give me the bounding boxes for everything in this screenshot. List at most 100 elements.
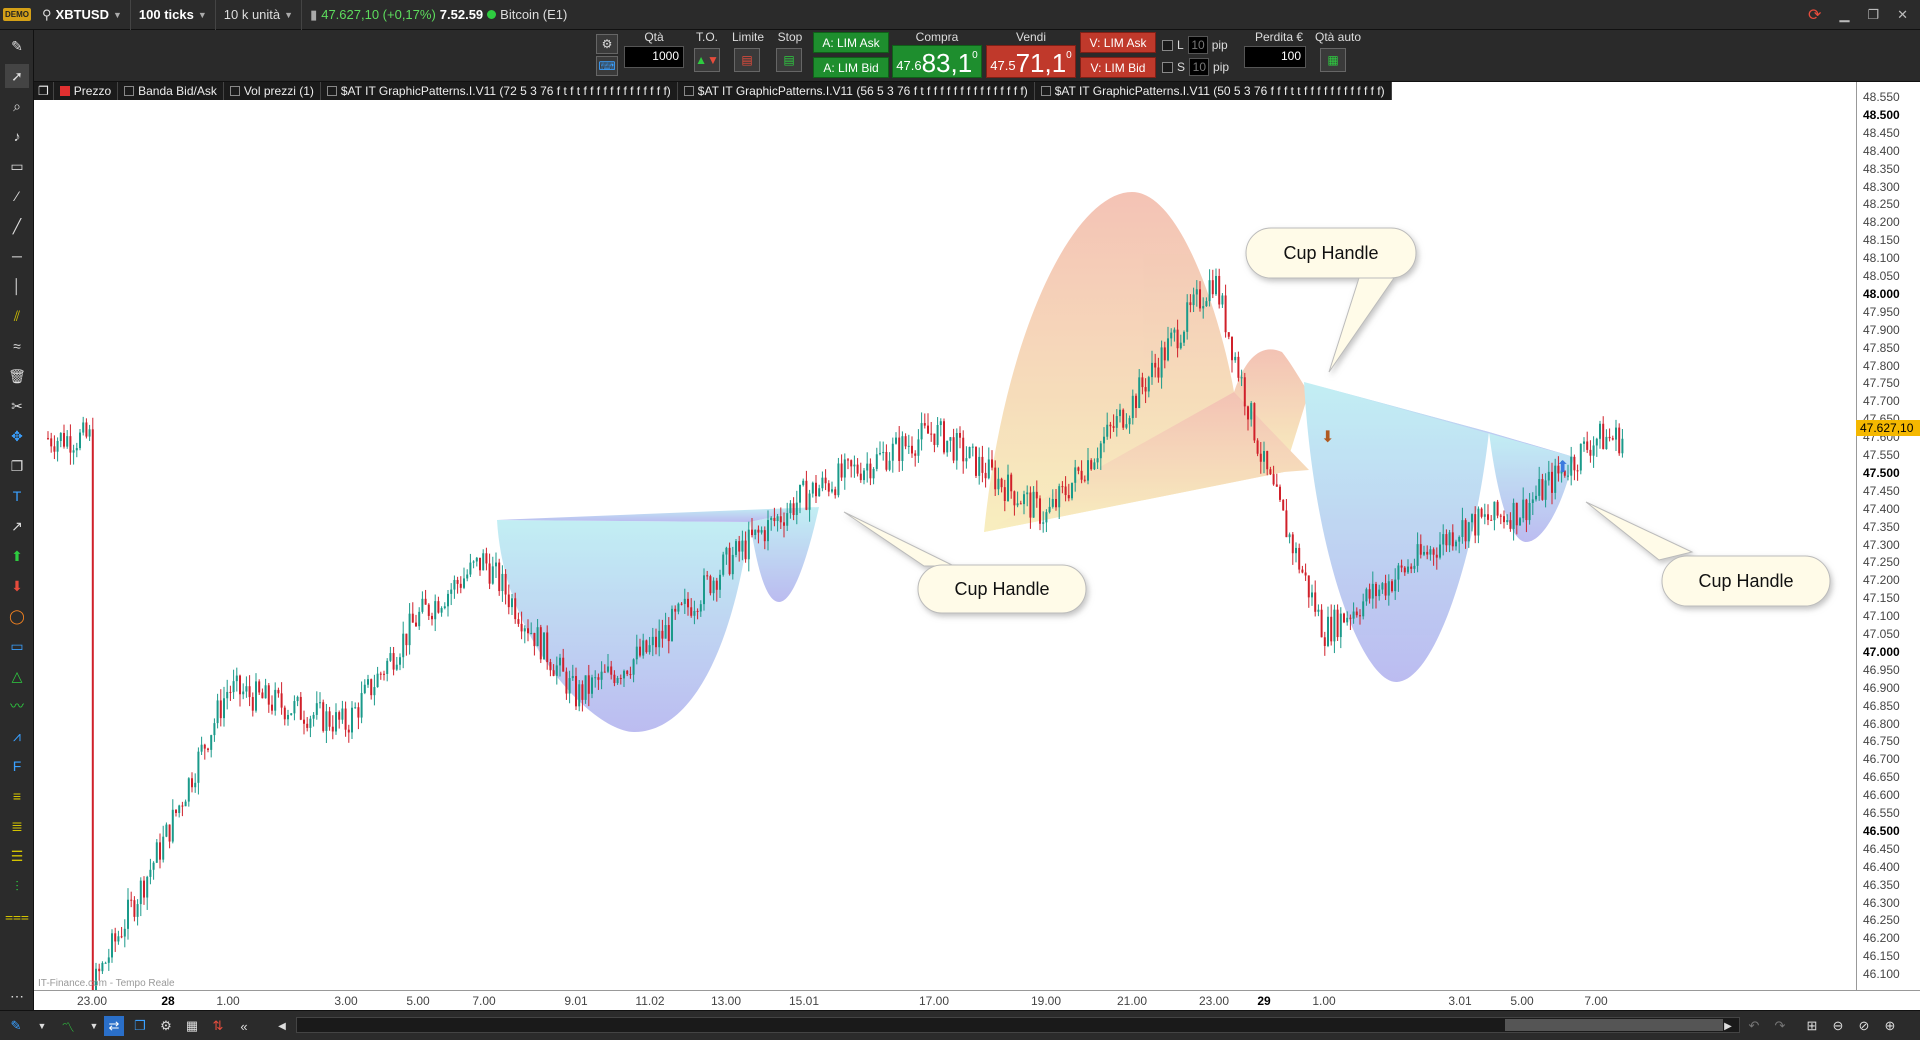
buy-lim-bid-button[interactable]: A: LIM Bid [813, 57, 889, 78]
share-icon[interactable]: ⇄ [104, 1016, 124, 1036]
candle-body [331, 726, 334, 732]
scrollbar-thumb[interactable] [1505, 1019, 1723, 1031]
arrow-icon[interactable]: ↗ [11, 517, 23, 534]
move-icon[interactable]: ✥ [11, 427, 23, 444]
scroll-right-icon[interactable]: ▶ [1724, 1020, 1732, 1032]
pencil-icon[interactable]: ✎ [11, 37, 23, 54]
regression-icon[interactable]: ⫶ [15, 877, 19, 894]
tab-price[interactable]: Prezzo [53, 82, 119, 100]
zoom-fit-icon[interactable]: ⊞ [1806, 1018, 1818, 1033]
price-tick-label: 46.150 [1863, 949, 1900, 964]
cursor-icon[interactable]: ➚ [5, 64, 29, 88]
zoom-out-icon[interactable]: ⊖ [1832, 1018, 1844, 1033]
vline-icon[interactable]: │ [12, 278, 22, 294]
loss-input[interactable]: 100 [1244, 46, 1306, 68]
fib-levels-icon[interactable]: ≡ [12, 788, 22, 804]
chevron-down-icon: ▼ [112, 9, 122, 20]
limit-order-button[interactable]: ▤ [734, 48, 760, 72]
collapse-icon[interactable]: « [240, 1018, 248, 1034]
auto-qty-label: Qtà auto [1314, 30, 1362, 44]
copy-icon[interactable]: ❐ [10, 457, 24, 474]
trade-icon[interactable]: ⇅ [212, 1018, 224, 1033]
candle-body [1231, 336, 1233, 361]
tab-pattern-2[interactable]: $AT IT GraphicPatterns.I.V11 (56 5 3 76 … [677, 82, 1035, 100]
candle-body [1218, 275, 1221, 305]
zigzag-icon[interactable]: ⩘ [13, 727, 21, 744]
zoom-in-icon[interactable]: ⊕ [1884, 1018, 1896, 1033]
candle-body [1090, 460, 1093, 470]
bell-icon[interactable]: ♪ [13, 128, 21, 144]
tools-icon[interactable]: ✂ [11, 397, 23, 414]
ellipse-icon[interactable]: ◯ [9, 607, 25, 624]
price-axis[interactable]: 48.550 48.500 48.450 48.400 48.350 48.300 48.2… [1856, 82, 1920, 990]
candle-body [1282, 499, 1285, 511]
text-icon[interactable]: T [12, 488, 22, 504]
fibonacci-icon[interactable]: F [12, 758, 22, 774]
candle-body [117, 936, 120, 942]
time-axis[interactable]: 23.00 28 1.00 3.00 5.00 7.00 9.01 11.02 13.00 15.… [34, 990, 1920, 1010]
minimize-button[interactable]: ▁ [1839, 7, 1850, 22]
channel-icon[interactable]: ⫽ [13, 307, 21, 324]
layout-icon[interactable]: ▦ [185, 1018, 199, 1033]
candle-body [274, 689, 277, 711]
redo-icon[interactable]: ↷ [1774, 1018, 1786, 1033]
tab-window-icon[interactable]: ❐ [34, 82, 54, 100]
ruler-icon[interactable]: ▭ [10, 157, 24, 174]
tab-pattern-1[interactable]: $AT IT GraphicPatterns.I.V11 (72 5 3 76 … [320, 82, 678, 100]
candle-body [1368, 589, 1371, 599]
candle-body [1045, 512, 1048, 523]
sell-lim-bid-button[interactable]: V: LIM Bid [1080, 57, 1156, 78]
interval-selector[interactable]: 100 ticks ▼ [131, 0, 216, 30]
candle-body [1096, 458, 1099, 463]
chevron-down-icon[interactable]: ▼ [89, 1021, 99, 1031]
close-button[interactable]: ✕ [1897, 7, 1908, 22]
undo-icon[interactable]: ↶ [1748, 1018, 1760, 1033]
short-pip-input[interactable]: 10 [1189, 58, 1210, 76]
buy-lim-ask-button[interactable]: A: LIM Ask [813, 32, 889, 53]
price-chart[interactable]: ⬇ ⬆ Cup Handle Cup Handle Cup Handle [34, 82, 1856, 1005]
segment-icon[interactable]: ⁄ [15, 188, 19, 204]
auto-qty-button[interactable]: ▦ [1320, 48, 1346, 72]
zoom-reset-icon[interactable]: ⊘ [1858, 1018, 1870, 1033]
chart-type-icon[interactable]: 〽 [61, 1019, 75, 1035]
refresh-icon[interactable]: ⟳ [1808, 7, 1822, 24]
time-scrollbar[interactable] [296, 1017, 1740, 1033]
long-pip-input[interactable]: 10 [1187, 36, 1208, 54]
line-icon[interactable]: ╱ [12, 217, 22, 234]
fib-fan-icon[interactable]: ≣ [11, 817, 23, 834]
tab-pattern-3[interactable]: $AT IT GraphicPatterns.I.V11 (50 5 3 76 … [1034, 82, 1392, 100]
long-checkbox[interactable] [1162, 39, 1173, 51]
chevron-down-icon[interactable]: ▼ [37, 1021, 47, 1031]
tab-bid-ask-band[interactable]: Banda Bid/Ask [118, 82, 224, 100]
chart-style-icon[interactable]: ✎ [10, 1018, 22, 1033]
tab-volume-prices[interactable]: Vol prezzi (1) [223, 82, 321, 100]
more-icon[interactable]: ⋯ [10, 987, 24, 1004]
wrench-icon[interactable]: ⚙ [596, 34, 618, 54]
short-checkbox[interactable] [1162, 61, 1173, 73]
up-arrow-icon[interactable]: ⬆ [11, 547, 23, 564]
rectangle-icon[interactable]: ▭ [10, 637, 24, 654]
settings-icon[interactable]: ⚙ [160, 1018, 172, 1033]
scroll-left-icon[interactable]: ◀ [278, 1020, 286, 1032]
down-arrow-icon[interactable]: ⬇ [11, 577, 23, 594]
parallel-icon[interactable]: ≈ [13, 338, 21, 354]
qty-input[interactable]: 1000 [624, 46, 684, 68]
hline-icon[interactable]: ─ [12, 248, 22, 264]
cup-pattern-1 [497, 520, 750, 732]
pitchfork-icon[interactable]: ⩶ [5, 907, 29, 924]
to-button[interactable]: ▲ ▼ [694, 48, 720, 72]
gann-icon[interactable]: ☰ [10, 847, 24, 864]
zoom-icon[interactable]: ⌕ [13, 97, 21, 114]
sell-button[interactable]: 47.5 71,1 0 [986, 45, 1076, 78]
stop-order-button[interactable]: ▤ [776, 48, 802, 72]
windows-icon[interactable]: ❐ [134, 1018, 146, 1033]
sell-lim-ask-button[interactable]: V: LIM Ask [1080, 32, 1156, 53]
restore-button[interactable]: ❐ [1867, 7, 1880, 22]
wave-icon[interactable]: 〰 [10, 698, 24, 714]
units-selector[interactable]: 10 k unità ▼ [216, 0, 303, 30]
triangle-icon[interactable]: △ [11, 667, 23, 684]
keyboard-icon[interactable]: ⌨ [596, 56, 618, 76]
trash-icon[interactable]: 🗑 [8, 367, 26, 384]
symbol-selector[interactable]: ⚲ XBTUSD ▼ [34, 0, 131, 30]
buy-button[interactable]: 47.6 83,1 0 [892, 45, 982, 78]
